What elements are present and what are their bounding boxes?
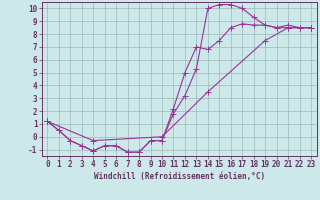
X-axis label: Windchill (Refroidissement éolien,°C): Windchill (Refroidissement éolien,°C) [94, 172, 265, 181]
